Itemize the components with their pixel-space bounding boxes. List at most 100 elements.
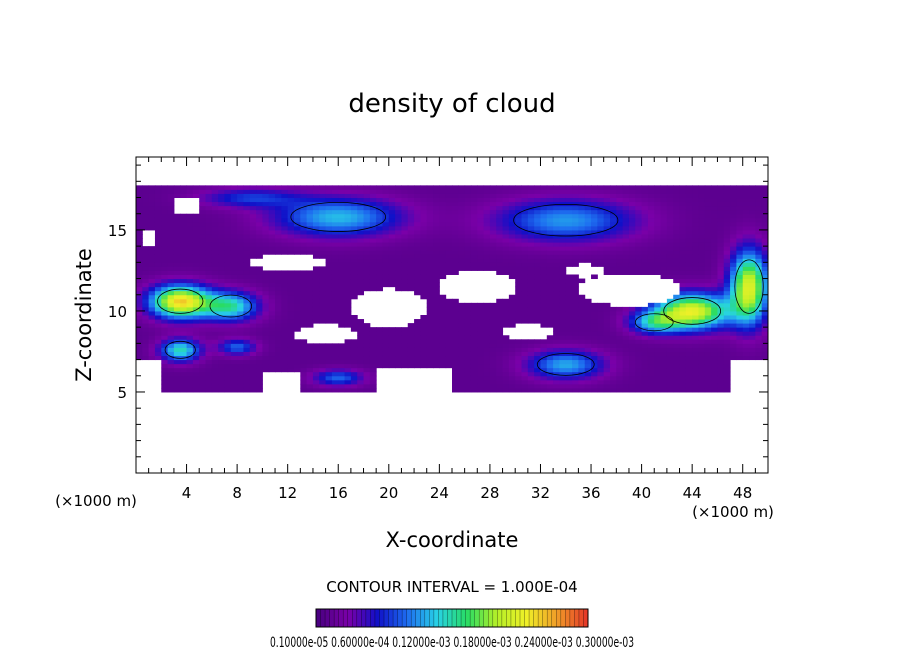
heatmap-cell	[527, 387, 535, 393]
heatmap-cell	[218, 323, 225, 328]
heatmap-cell	[679, 221, 687, 227]
heatmap-cell	[559, 193, 567, 199]
heatmap-cell	[433, 229, 440, 235]
heatmap-cell	[211, 242, 219, 247]
contour-line	[536, 353, 595, 376]
heatmap-cell	[711, 189, 718, 194]
heatmap-cell	[230, 298, 238, 304]
heatmap-cell	[755, 221, 763, 227]
heatmap-cell	[350, 189, 358, 194]
heatmap-cell	[369, 339, 377, 344]
heatmap-cell	[154, 282, 162, 288]
heatmap-cell	[622, 343, 630, 348]
heatmap-cell	[249, 319, 257, 324]
heatmap-cell	[414, 242, 421, 247]
heatmap-cell	[685, 339, 693, 344]
heatmap-cell	[666, 197, 674, 203]
heatmap-cell	[433, 270, 440, 275]
heatmap-cell	[224, 233, 232, 239]
heatmap-cell	[660, 319, 668, 324]
heatmap-cell	[464, 258, 472, 263]
heatmap-cell	[173, 379, 181, 385]
heatmap-cell	[294, 282, 301, 288]
heatmap-cell	[685, 290, 693, 296]
heatmap-cell	[717, 351, 725, 357]
heatmap-cell	[723, 282, 731, 288]
heatmap-cell	[268, 323, 276, 328]
heatmap-cell	[496, 217, 504, 223]
heatmap-cell	[647, 319, 655, 324]
heatmap-cell	[312, 351, 320, 357]
heatmap-cell	[470, 197, 478, 203]
heatmap-cell	[363, 242, 371, 247]
heatmap-cell	[205, 258, 213, 263]
heatmap-cell	[742, 197, 750, 203]
heatmap-cell	[736, 319, 744, 324]
heatmap-cell	[521, 262, 529, 267]
heatmap-cell	[414, 238, 421, 243]
heatmap-cell	[142, 343, 150, 348]
heatmap-cell	[483, 306, 491, 312]
heatmap-cell	[540, 197, 548, 203]
heatmap-cell	[136, 302, 143, 308]
heatmap-cell	[136, 229, 143, 235]
heatmap-cell	[761, 189, 768, 194]
heatmap-cell	[426, 286, 434, 292]
heatmap-cell	[350, 359, 358, 365]
heatmap-cell	[755, 262, 763, 267]
heatmap-cell	[369, 371, 377, 377]
heatmap-cell	[711, 246, 718, 251]
heatmap-cell	[199, 379, 207, 385]
heatmap-cell	[521, 387, 529, 393]
heatmap-cell	[230, 185, 238, 190]
heatmap-cell	[287, 290, 295, 296]
heatmap-cell	[730, 323, 737, 328]
heatmap-cell	[717, 270, 725, 275]
heatmap-cell	[736, 306, 744, 312]
heatmap-cell	[142, 197, 150, 203]
heatmap-cell	[167, 286, 175, 292]
heatmap-cell	[338, 343, 346, 348]
heatmap-cell	[357, 355, 365, 361]
heatmap-cell	[635, 347, 643, 352]
heatmap-cell	[723, 221, 731, 227]
heatmap-cell	[243, 383, 251, 389]
heatmap-cell	[439, 217, 447, 223]
heatmap-cell	[515, 262, 523, 267]
heatmap-cell	[294, 347, 301, 352]
heatmap-cell	[610, 351, 617, 357]
heatmap-cell	[256, 355, 263, 361]
heatmap-cell	[268, 315, 276, 320]
heatmap-cell	[452, 323, 459, 328]
heatmap-cell	[584, 306, 592, 312]
heatmap-cell	[161, 201, 169, 207]
heatmap-cell	[483, 355, 491, 361]
heatmap-cell	[628, 375, 636, 381]
heatmap-cell	[262, 339, 270, 344]
heatmap-cell	[496, 379, 504, 385]
heatmap-cell	[464, 375, 472, 381]
heatmap-cell	[761, 233, 768, 239]
heatmap-cell	[540, 387, 548, 393]
heatmap-cell	[489, 343, 497, 348]
heatmap-cell	[382, 225, 390, 231]
heatmap-cell	[161, 371, 169, 377]
heatmap-cell	[249, 209, 257, 215]
heatmap-cell	[508, 343, 516, 348]
heatmap-cell	[300, 229, 308, 235]
heatmap-cell	[243, 286, 251, 292]
heatmap-cell	[331, 242, 339, 247]
heatmap-cell	[477, 193, 485, 199]
heatmap-cell	[154, 327, 162, 332]
heatmap-cell	[685, 306, 693, 312]
heatmap-cell	[553, 209, 560, 215]
heatmap-cell	[243, 258, 251, 263]
heatmap-cell	[698, 250, 706, 255]
heatmap-cell	[300, 298, 308, 304]
heatmap-cell	[249, 242, 257, 247]
heatmap-cell	[711, 355, 718, 361]
heatmap-cell	[622, 185, 630, 190]
heatmap-cell	[142, 323, 150, 328]
heatmap-cell	[616, 379, 624, 385]
